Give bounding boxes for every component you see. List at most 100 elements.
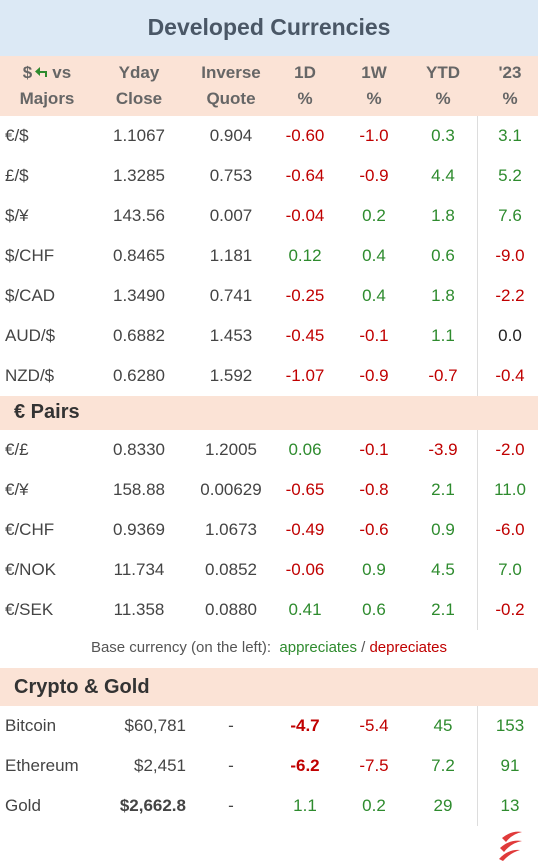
- cell: 0.41: [288, 600, 322, 619]
- cell: -0.06: [285, 560, 325, 579]
- divider: [477, 116, 478, 396]
- row-label: £/$: [5, 166, 29, 185]
- header-first: $ vs Majors: [0, 60, 94, 112]
- row-label: €/£: [5, 440, 29, 459]
- cell: 0.8330: [113, 440, 165, 459]
- header-cell: 1D%: [260, 60, 350, 112]
- cell: -6.0: [495, 520, 525, 539]
- cell: -1.0: [359, 126, 389, 145]
- cell: $2,451: [134, 756, 186, 775]
- header-cell: Inverse Quote: [186, 60, 276, 112]
- cell: 0.6280: [113, 366, 165, 385]
- header-line: 1W: [361, 63, 387, 82]
- row-label: Gold: [5, 796, 41, 815]
- cell: 0.4: [362, 246, 386, 265]
- header-line: Yday: [118, 63, 160, 82]
- cell: 1.453: [209, 326, 253, 345]
- cell: 2.1: [431, 600, 455, 619]
- cell: -0.25: [285, 286, 325, 305]
- cell: 1.1: [293, 796, 317, 815]
- cell: -2.0: [495, 440, 525, 459]
- cell: 0.6: [362, 600, 386, 619]
- cell: 2.1: [431, 480, 455, 499]
- cell: 0.007: [209, 206, 253, 225]
- header-line: YTD: [426, 63, 460, 82]
- cell: -: [228, 756, 234, 775]
- cell: 153: [495, 716, 525, 735]
- header-cell: 1W%: [329, 60, 419, 112]
- header-line: '23: [498, 63, 522, 82]
- cell: -1.07: [285, 366, 325, 385]
- cell: 91: [500, 756, 520, 775]
- cell: -: [228, 716, 234, 735]
- cell: 0.3: [431, 126, 455, 145]
- cell: -0.4: [495, 366, 525, 385]
- header-majors: Majors: [19, 89, 75, 108]
- cell: 0.2: [362, 206, 386, 225]
- cell: 0.06: [288, 440, 322, 459]
- cell: 1.592: [209, 366, 253, 385]
- row-label: $/¥: [5, 206, 29, 225]
- section-title: € Pairs: [14, 401, 80, 423]
- cell: 1.181: [209, 246, 253, 265]
- cell: -0.1: [359, 440, 389, 459]
- cell: 0.8465: [113, 246, 165, 265]
- cell: 0.9: [431, 520, 455, 539]
- cell: 11.0: [494, 480, 526, 499]
- cell: 45: [433, 716, 453, 735]
- divider: [477, 706, 478, 826]
- cell: -3.9: [428, 440, 458, 459]
- cell: -4.7: [290, 716, 320, 735]
- cell: 7.0: [498, 560, 522, 579]
- header-line: 1D: [294, 63, 316, 82]
- cell: -7.5: [359, 756, 389, 775]
- cell: 0.9369: [113, 520, 165, 539]
- cell: 4.5: [431, 560, 455, 579]
- header-line: Inverse: [201, 63, 261, 82]
- section-bar: [0, 396, 538, 430]
- cell: -0.45: [285, 326, 325, 345]
- header-line: %: [297, 89, 313, 108]
- cell: 0.0: [498, 326, 522, 345]
- cell: 4.4: [431, 166, 455, 185]
- cell: -0.60: [285, 126, 325, 145]
- header-line: Quote: [206, 89, 256, 108]
- cell: -9.0: [495, 246, 525, 265]
- cell: 0.9: [362, 560, 386, 579]
- cell: 1.8: [431, 206, 455, 225]
- footnote-up: appreciates: [279, 639, 357, 656]
- cell: 143.56: [113, 206, 165, 225]
- cell: -0.04: [285, 206, 325, 225]
- cell: -0.64: [285, 166, 325, 185]
- cell: 1.0673: [205, 520, 257, 539]
- cell: 0.0852: [205, 560, 257, 579]
- row-label: €/¥: [5, 480, 29, 499]
- cell: -2.2: [495, 286, 525, 305]
- row-label: Ethereum: [5, 756, 79, 775]
- cell: -0.8: [359, 480, 389, 499]
- header-symbol: $: [22, 63, 33, 82]
- cell: -0.6: [359, 520, 389, 539]
- cell: -0.49: [285, 520, 325, 539]
- cell: 11.734: [113, 560, 165, 579]
- row-label: AUD/$: [5, 326, 56, 345]
- cell: 1.1067: [113, 126, 165, 145]
- cell: 0.4: [362, 286, 386, 305]
- header-line: %: [435, 89, 451, 108]
- divider: [477, 430, 478, 630]
- cell: -0.9: [359, 166, 389, 185]
- cell: -5.4: [359, 716, 389, 735]
- cell: 1.8: [431, 286, 455, 305]
- header-bar: [0, 56, 538, 116]
- cell: -0.2: [495, 600, 525, 619]
- row-label: €/$: [5, 126, 29, 145]
- cell: 5.2: [498, 166, 522, 185]
- header-line: Close: [115, 89, 163, 108]
- header-line: %: [502, 89, 518, 108]
- section-title: Crypto & Gold: [14, 676, 150, 698]
- cell: 1.3490: [113, 286, 165, 305]
- cell: $60,781: [124, 716, 186, 735]
- cell: -0.9: [359, 366, 389, 385]
- cell: 0.753: [209, 166, 253, 185]
